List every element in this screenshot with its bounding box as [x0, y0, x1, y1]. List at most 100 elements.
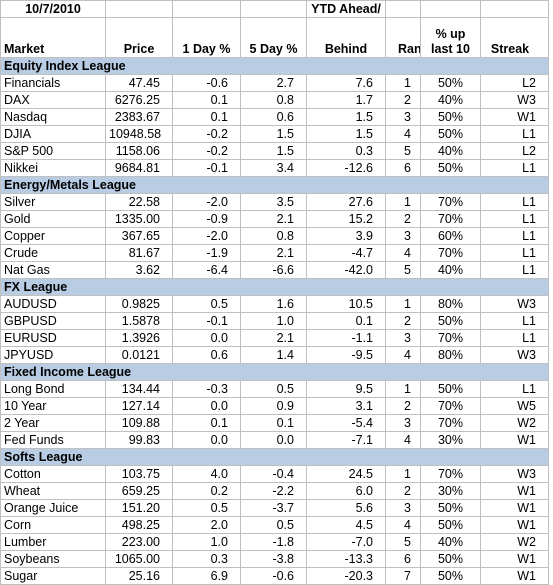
data-row: Crude 81.67 -1.9 2.1 -4.7 4 70% L1 — [0, 244, 549, 262]
column-header: Price — [105, 17, 173, 58]
cell: -4.7 — [306, 244, 386, 262]
cell: -2.0 — [172, 193, 241, 211]
cell: 10 Year — [0, 397, 106, 415]
cell: 6.9 — [172, 567, 241, 585]
cell: 4.5 — [306, 516, 386, 534]
cell: Gold — [0, 210, 106, 228]
cell: Long Bond — [0, 380, 106, 398]
cell: 81.67 — [105, 244, 173, 262]
cell: -6.6 — [240, 261, 307, 279]
cell: 25.16 — [105, 567, 173, 585]
cell: -0.1 — [172, 159, 241, 177]
cell: W1 — [480, 516, 549, 534]
cell — [385, 0, 421, 18]
data-row: AUDUSD 0.9825 0.5 1.6 10.5 1 80% W3 — [0, 295, 549, 313]
cell: 27.6 — [306, 193, 386, 211]
cell: 0.1 — [172, 414, 241, 432]
data-row: Financials 47.45 -0.6 2.7 7.6 1 50% L2 — [0, 74, 549, 92]
cell: 2.1 — [240, 244, 307, 262]
cell: 50% — [420, 74, 481, 92]
cell: 0.1 — [306, 312, 386, 330]
cell: 3.9 — [306, 227, 386, 245]
cell: 70% — [420, 329, 481, 347]
cell: -7.0 — [306, 533, 386, 551]
cell: -0.2 — [172, 142, 241, 160]
cell: 70% — [420, 465, 481, 483]
cell: 0.5 — [240, 516, 307, 534]
cell: 0.0 — [172, 397, 241, 415]
cell: -12.6 — [306, 159, 386, 177]
cell: 659.25 — [105, 482, 173, 500]
data-row: Lumber 223.00 1.0 -1.8 -7.0 5 40% W2 — [0, 533, 549, 551]
cell: -0.4 — [240, 465, 307, 483]
cell: 22.58 — [105, 193, 173, 211]
cell: 40% — [420, 142, 481, 160]
cell: 134.44 — [105, 380, 173, 398]
cell: 3 — [385, 414, 421, 432]
cell: 24.5 — [306, 465, 386, 483]
cell: Cotton — [0, 465, 106, 483]
cell: 0.8 — [240, 91, 307, 109]
cell: 0.3 — [306, 142, 386, 160]
data-row: DJIA 10948.58 -0.2 1.5 1.5 4 50% L1 — [0, 125, 549, 143]
cell: Crude — [0, 244, 106, 262]
data-row: Orange Juice 151.20 0.5 -3.7 5.6 3 50% W1 — [0, 499, 549, 517]
section-title: Fixed Income League — [0, 363, 549, 381]
cell: Nat Gas — [0, 261, 106, 279]
cell: L1 — [480, 227, 549, 245]
cell: 1.0 — [240, 312, 307, 330]
cell: 1 — [385, 295, 421, 313]
cell: 0.6 — [240, 108, 307, 126]
cell: 30% — [420, 482, 481, 500]
cell: 9684.81 — [105, 159, 173, 177]
cell: L1 — [480, 380, 549, 398]
date-cell: 10/7/2010 — [0, 0, 106, 18]
cell: 4 — [385, 244, 421, 262]
cell: 1.0 — [172, 533, 241, 551]
cell: 1.5 — [306, 108, 386, 126]
cell: 223.00 — [105, 533, 173, 551]
cell: W2 — [480, 533, 549, 551]
cell: EURUSD — [0, 329, 106, 347]
cell: 1 — [385, 465, 421, 483]
cell: 0.0 — [172, 329, 241, 347]
cell: 1.6 — [240, 295, 307, 313]
cell: -3.8 — [240, 550, 307, 568]
cell: Copper — [0, 227, 106, 245]
section-row: Softs League — [0, 448, 549, 466]
cell: 1335.00 — [105, 210, 173, 228]
cell: 6 — [385, 550, 421, 568]
cell: 2.1 — [240, 329, 307, 347]
cell: 10948.58 — [105, 125, 173, 143]
cell: -5.4 — [306, 414, 386, 432]
cell: JPYUSD — [0, 346, 106, 364]
cell: -20.3 — [306, 567, 386, 585]
cell: 1.5878 — [105, 312, 173, 330]
cell: 3 — [385, 108, 421, 126]
cell: 40% — [420, 533, 481, 551]
cell: -1.8 — [240, 533, 307, 551]
cell: 7.6 — [306, 74, 386, 92]
section-title: FX League — [0, 278, 549, 296]
cell: L1 — [480, 159, 549, 177]
cell: W3 — [480, 295, 549, 313]
cell: AUDUSD — [0, 295, 106, 313]
cell: 2 — [385, 397, 421, 415]
cell: Wheat — [0, 482, 106, 500]
cell: L1 — [480, 125, 549, 143]
cell: L1 — [480, 210, 549, 228]
data-row: DAX 6276.25 0.1 0.8 1.7 2 40% W3 — [0, 91, 549, 109]
cell: 0.6 — [172, 346, 241, 364]
cell: 50% — [420, 312, 481, 330]
cell: 1 — [385, 193, 421, 211]
cell: 103.75 — [105, 465, 173, 483]
cell: 127.14 — [105, 397, 173, 415]
cell: 1.3926 — [105, 329, 173, 347]
column-header: Behind — [306, 17, 386, 58]
cell: 4 — [385, 516, 421, 534]
cell: Orange Juice — [0, 499, 106, 517]
data-row: Copper 367.65 -2.0 0.8 3.9 3 60% L1 — [0, 227, 549, 245]
